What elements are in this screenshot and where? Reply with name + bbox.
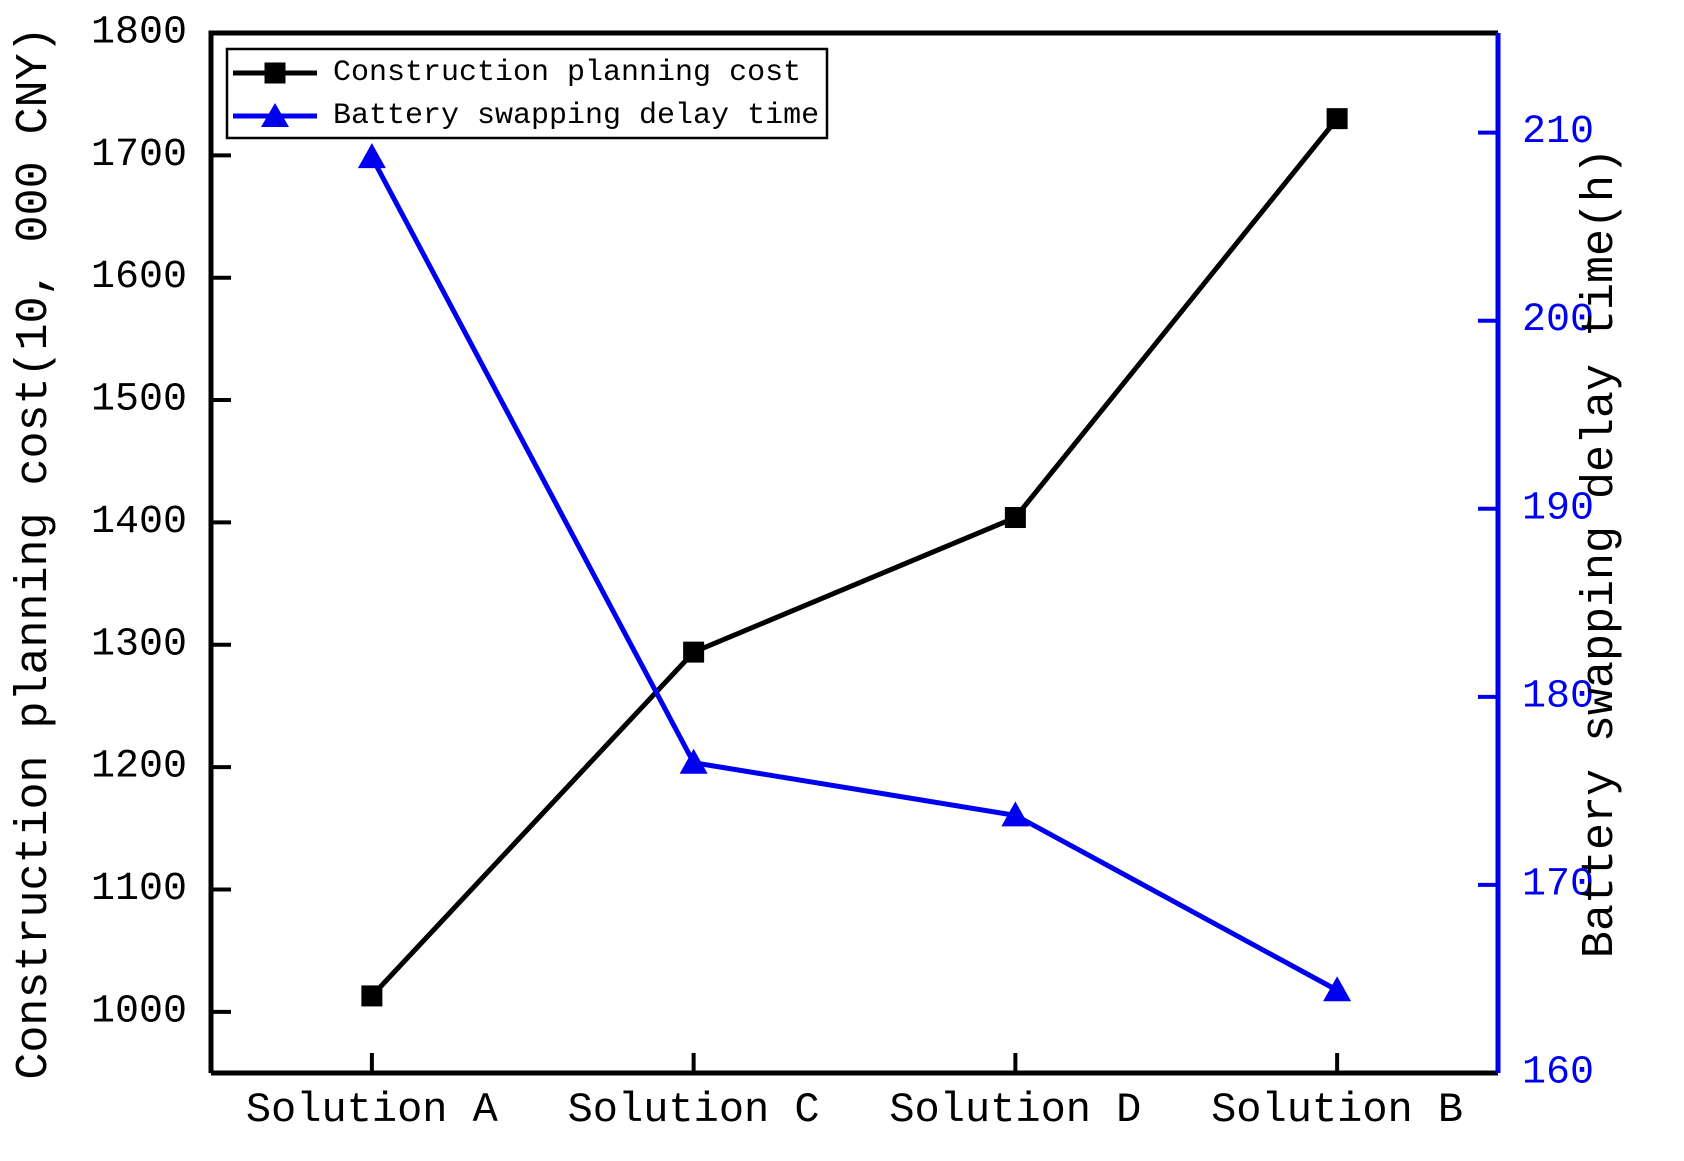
delay-triangle-marker <box>357 143 386 169</box>
x-axis-tick-label: Solution D <box>889 1086 1141 1134</box>
legend: Construction planning cost Battery swapp… <box>225 47 829 140</box>
cost-line <box>370 117 1340 998</box>
delay-triangle-marker <box>679 748 708 774</box>
left-axis-tick-label: 1600 <box>91 255 187 300</box>
cost-square-marker <box>1326 108 1348 130</box>
right-axis-tick-label: 160 <box>1522 1051 1594 1096</box>
series-layer <box>357 108 1352 1007</box>
right-axis-tick-label: 170 <box>1522 862 1594 907</box>
delay-triangle-marker <box>1001 801 1030 827</box>
left-axis-tick-label: 1200 <box>91 745 187 790</box>
plot-frame <box>208 30 1501 1076</box>
x-axis-tick-label: Solution B <box>1211 1086 1463 1134</box>
left-axis-tick-label: 1500 <box>91 378 187 423</box>
left-axis-tick-label: 1000 <box>91 989 187 1034</box>
right-axis-tick-label: 190 <box>1522 486 1594 531</box>
x-axis-tick-label: Solution A <box>246 1086 499 1134</box>
delay-triangle-marker <box>1323 976 1352 1002</box>
cost-square-marker <box>1004 507 1026 529</box>
delay-line <box>369 155 1339 993</box>
left-axis-ticks: 1000 1100 1200 1300 1400 1500 1600 1700 1800 <box>91 11 231 1034</box>
legend-triangle-marker-icon <box>261 103 289 127</box>
left-axis-tick-label: 1100 <box>91 867 187 912</box>
legend-box <box>225 47 829 140</box>
x-axis-ticks: Solution A Solution C Solution D Solution B <box>246 1053 1463 1134</box>
legend-label-cost: Construction planning cost <box>333 56 801 90</box>
x-axis-tick-label: Solution C <box>568 1086 820 1134</box>
left-axis-tick-label: 1700 <box>91 133 187 178</box>
left-axis-tick-label: 1300 <box>91 622 187 667</box>
right-axis-tick-label: 200 <box>1522 298 1594 343</box>
cost-square-marker <box>361 985 383 1007</box>
right-axis-tick-label: 210 <box>1522 110 1594 155</box>
left-axis-tick-label: 1400 <box>91 500 187 545</box>
frame-spines-black <box>208 30 1498 1076</box>
legend-square-marker-icon <box>264 62 286 84</box>
left-axis-tick-label: 1800 <box>91 11 187 56</box>
right-axis-title: Battery swapping delay time(h) <box>1575 148 1626 958</box>
legend-label-delay: Battery swapping delay time <box>333 99 819 133</box>
cost-square-marker <box>683 641 705 663</box>
right-axis-tick-label: 180 <box>1522 674 1594 719</box>
left-axis-title: Construction planning cost(10, 000 CNY) <box>9 26 60 1079</box>
